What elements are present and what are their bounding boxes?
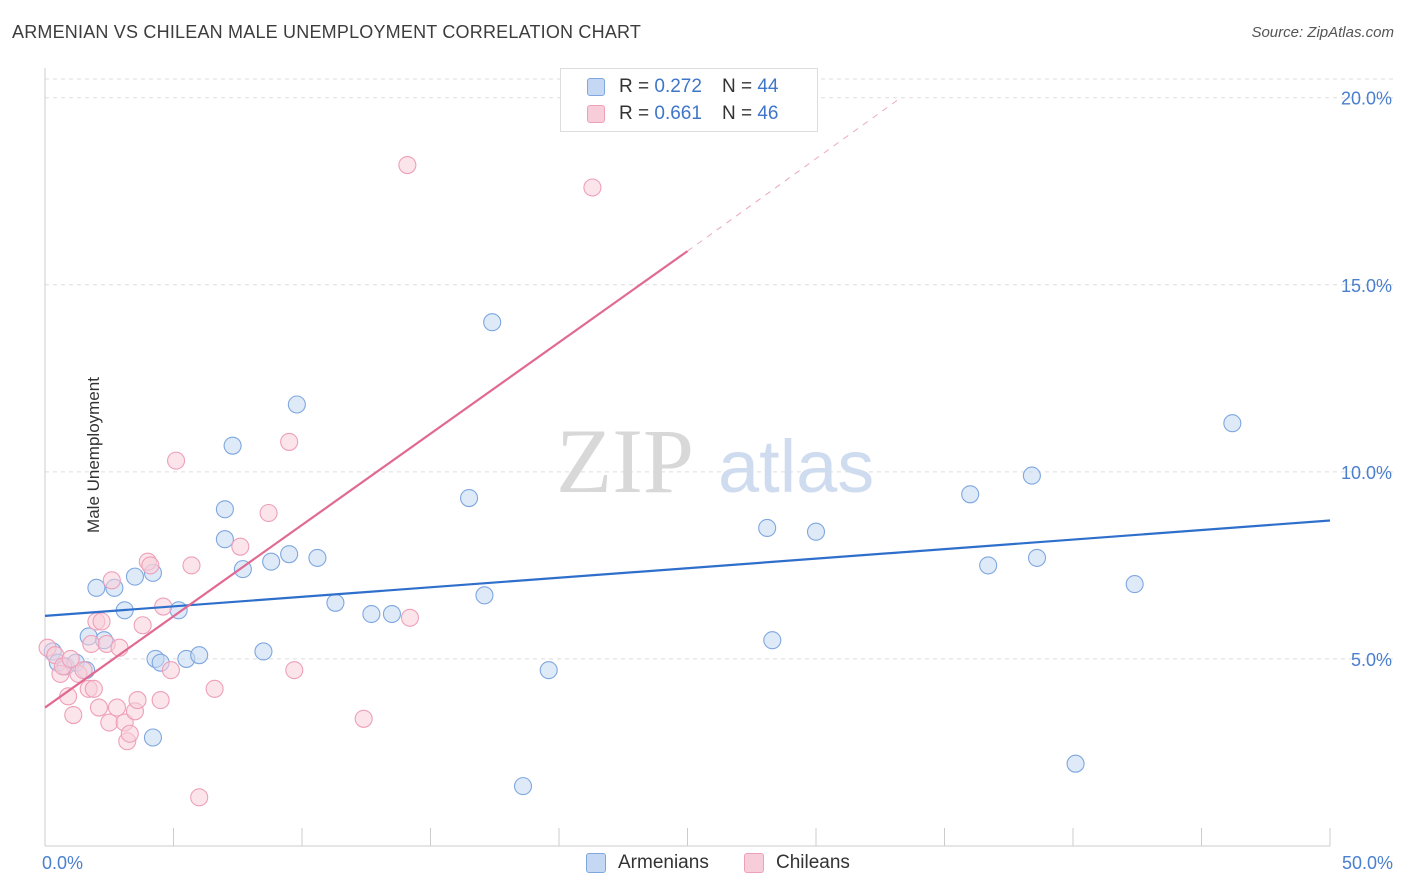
armenian-point-37: [806, 522, 826, 541]
armenian-point-43: [1125, 575, 1144, 594]
y-axis-tick-labels: 5.0% 10.0% 15.0% 20.0%: [1341, 89, 1392, 670]
chileans-legend-swatch: [744, 853, 764, 873]
chilean-point-40: [398, 156, 417, 175]
chileans-n-value: 46: [757, 103, 779, 124]
armenian-point-28: [362, 604, 381, 624]
y-tick-label-2: 15.0%: [1341, 276, 1392, 296]
armenian-point-6: [87, 578, 106, 597]
legend-item-chileans: Chileans: [744, 852, 850, 874]
armenian-point-23: [262, 552, 281, 571]
chileans-n-label: N =: [721, 103, 753, 124]
stats-legend: R = 0.272 N = 44 R = 0.661 N = 46: [560, 68, 818, 132]
chilean-point-16: [100, 713, 119, 732]
chilean-point-36: [259, 503, 278, 523]
chilean-trend-line: [44, 250, 689, 709]
chilean-point-38: [285, 661, 304, 680]
chilean-trend-extension: [687, 97, 902, 252]
x-tick-label-min: 0.0%: [42, 853, 83, 873]
chileans-swatch: [587, 105, 605, 123]
armenian-point-18: [215, 500, 234, 519]
chilean-point-13: [89, 698, 109, 717]
armenian-point-27: [326, 593, 345, 612]
chilean-point-30: [161, 661, 180, 680]
armenian-point-24: [280, 545, 299, 564]
armenian-point-22: [254, 642, 273, 661]
chilean-point-27: [141, 556, 160, 575]
chilean-point-28: [151, 691, 170, 710]
armenian-point-17: [190, 646, 209, 665]
armenian-point-19: [215, 530, 234, 549]
chart-title: ARMENIAN VS CHILEAN MALE UNEMPLOYMENT CO…: [12, 22, 642, 42]
armenian-point-34: [539, 661, 558, 680]
chileans-r-label: R =: [619, 103, 650, 124]
armenian-point-25: [287, 395, 306, 414]
armenian-point-42: [1066, 754, 1085, 773]
watermark-atlas: atlas: [718, 425, 874, 508]
y-tick-label-3: 20.0%: [1341, 89, 1392, 109]
chilean-point-8: [74, 661, 93, 680]
chilean-point-14: [92, 612, 111, 631]
chilean-point-31: [167, 451, 186, 470]
armenians-swatch: [587, 78, 605, 96]
armenian-point-32: [483, 313, 502, 332]
watermark-zip: ZIP: [556, 410, 694, 512]
x-axis-ticks: [44, 828, 1331, 846]
armenians-legend-label: Armenians: [618, 852, 709, 873]
armenians-legend-swatch: [586, 853, 606, 873]
legend-item-armenians: Armenians: [586, 852, 709, 874]
armenians-r-label: R =: [619, 76, 650, 97]
armenian-point-29: [382, 604, 402, 624]
chilean-point-41: [400, 608, 419, 627]
chilean-point-10: [82, 634, 101, 654]
chilean-point-32: [182, 556, 201, 575]
chilean-point-39: [354, 709, 373, 728]
armenian-point-40: [1022, 466, 1041, 485]
y-tick-label-1: 10.0%: [1341, 463, 1392, 483]
armenian-point-26: [308, 548, 327, 567]
y-tick-label-0: 5.0%: [1351, 650, 1392, 670]
armenian-point-14: [143, 728, 162, 747]
source-label: Source: ZipAtlas.com: [1251, 24, 1394, 41]
chilean-point-11: [84, 679, 103, 698]
watermark: ZIP atlas: [556, 410, 874, 512]
armenian-point-30: [459, 488, 479, 508]
x-axis-tick-labels: 0.0% 50.0%: [42, 853, 1393, 873]
chilean-point-35: [231, 537, 250, 556]
chilean-point-34: [205, 679, 224, 698]
armenian-point-31: [475, 586, 494, 605]
armenian-trend-line: [44, 519, 1331, 617]
legend-row-chileans: R = 0.661 N = 46: [587, 103, 778, 125]
legend-row-armenians: R = 0.272 N = 44: [587, 76, 778, 98]
chilean-point-6: [64, 705, 83, 725]
armenians-n-value: 44: [757, 76, 779, 97]
trend-lines: [44, 97, 1331, 709]
chilean-point-17: [102, 571, 121, 590]
armenian-point-36: [763, 631, 782, 650]
y-axis-label: Male Unemployment: [83, 377, 103, 533]
chilean-point-37: [280, 432, 299, 451]
armenians-n-label: N =: [721, 76, 753, 97]
chilean-point-22: [120, 724, 139, 743]
chilean-point-33: [190, 788, 209, 807]
armenian-point-35: [758, 518, 777, 538]
chileans-legend-label: Chileans: [776, 852, 850, 873]
chilean-point-25: [133, 616, 152, 635]
armenian-point-41: [1027, 548, 1047, 567]
chilean-point-42: [583, 178, 602, 197]
series-armenians: [43, 313, 1242, 796]
series-chileans: [38, 156, 602, 807]
armenians-r-value: 0.272: [654, 76, 702, 97]
armenian-point-33: [513, 777, 533, 796]
chilean-point-18: [107, 698, 127, 717]
x-tick-label-max: 50.0%: [1342, 853, 1393, 873]
chilean-point-24: [128, 691, 147, 710]
armenian-point-39: [979, 556, 998, 575]
armenian-point-44: [1223, 414, 1242, 433]
chilean-point-5: [61, 649, 80, 668]
armenian-point-38: [961, 485, 980, 504]
armenian-point-20: [223, 436, 242, 455]
armenian-point-10: [125, 567, 144, 586]
chileans-r-value: 0.661: [654, 103, 702, 124]
